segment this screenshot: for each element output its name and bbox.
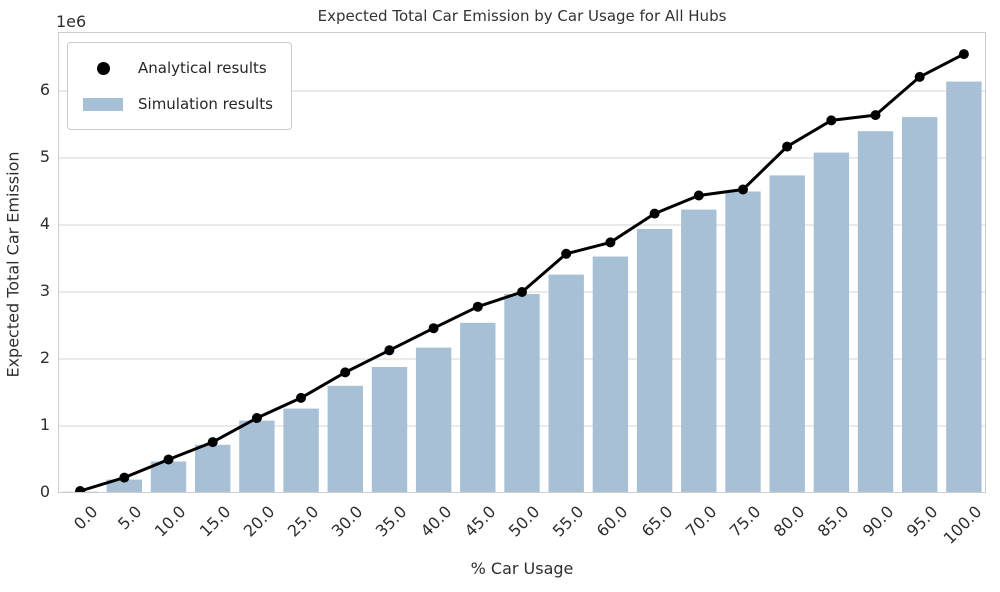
bar [592, 256, 629, 492]
plot-area [58, 32, 986, 493]
data-point-marker [693, 190, 704, 201]
bar [460, 322, 496, 492]
data-point-marker [914, 71, 925, 82]
bar [681, 209, 717, 492]
filled-patch-icon [83, 97, 123, 111]
y-tick-label: 5 [39, 146, 50, 166]
bar [946, 81, 982, 492]
bar [857, 131, 894, 492]
x-axis-label: % Car Usage [470, 559, 574, 578]
data-point-marker [207, 437, 218, 448]
bar [725, 191, 761, 492]
bar [636, 229, 673, 492]
data-point-marker [163, 454, 174, 465]
legend: Analytical results Simulation results [67, 42, 292, 130]
y-tick-label: 3 [39, 280, 50, 300]
bar [195, 444, 231, 492]
bar [283, 408, 319, 492]
data-point-marker [296, 392, 306, 403]
bar [548, 274, 584, 492]
data-point-marker [340, 367, 351, 378]
bar [415, 347, 452, 492]
bar [327, 385, 363, 492]
data-point-marker [826, 115, 837, 126]
data-point-marker [517, 287, 527, 297]
data-point-marker [75, 486, 86, 492]
data-point-marker [782, 141, 793, 152]
legend-label-simulation: Simulation results [138, 95, 273, 113]
bar [769, 175, 805, 492]
data-point-marker [870, 110, 881, 121]
y-tick-label: 2 [39, 347, 50, 367]
data-point-marker [958, 49, 969, 60]
y-tick-label: 4 [39, 213, 50, 233]
bar [902, 117, 938, 492]
bar [106, 479, 142, 492]
chart-title: Expected Total Car Emission by Car Usage… [317, 7, 727, 25]
data-point-marker [738, 184, 748, 195]
data-point-marker [384, 345, 395, 356]
bar [813, 152, 850, 492]
data-point-marker [649, 208, 660, 219]
data-point-marker [472, 301, 483, 312]
y-tick-label: 6 [39, 79, 50, 99]
plot-canvas [59, 49, 985, 492]
y-tick-label: 0 [39, 482, 50, 501]
data-point-marker [428, 323, 439, 334]
data-point-marker [251, 413, 262, 423]
y-tick-label: 1 [39, 414, 50, 434]
y-axis-offset-text: 1e6 [56, 12, 87, 31]
legend-item-analytical: Analytical results [80, 50, 273, 86]
bar [150, 461, 187, 492]
bar [504, 294, 540, 492]
data-point-marker [561, 248, 572, 259]
data-point-marker [605, 237, 616, 248]
filled-circle-icon [96, 61, 110, 75]
legend-item-simulation: Simulation results [80, 86, 273, 122]
data-point-marker [119, 472, 130, 483]
bar [239, 420, 275, 492]
bar [371, 367, 408, 492]
legend-label-analytical: Analytical results [138, 59, 267, 77]
